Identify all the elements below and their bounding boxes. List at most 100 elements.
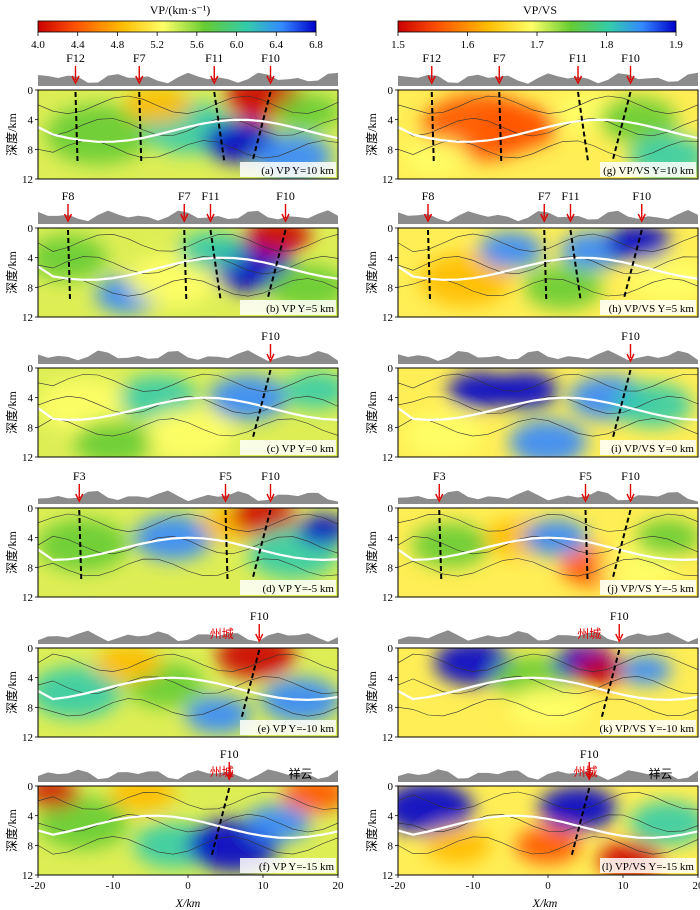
velocity-anomaly — [125, 90, 191, 124]
layer-boundary — [398, 676, 698, 702]
y-tick-label: 4 — [28, 115, 34, 127]
panel-frame — [37, 89, 339, 180]
velocity-anomaly — [46, 104, 150, 165]
fault-label: F8 — [422, 189, 435, 203]
contour-line — [398, 836, 698, 855]
fault-label: F10 — [261, 469, 280, 483]
y-tick-label: 4 — [28, 673, 34, 685]
y-tick-label: 8 — [388, 840, 394, 852]
y-tick-label: 4 — [388, 253, 394, 265]
y-tick-label: 4 — [388, 533, 394, 545]
y-tick-label: 8 — [28, 282, 34, 294]
fault-label: F3 — [73, 469, 86, 483]
velocity-anomaly — [283, 371, 338, 409]
panel-label: (b) VP Y=5 km — [240, 300, 336, 315]
velocity-anomaly — [38, 378, 129, 432]
colorbar-vp-ticks: 4.0 4.4 4.8 5.2 5.6 6.0 6.4 6.8 — [31, 32, 323, 51]
contour-line — [398, 814, 698, 833]
y-tick-label: 12 — [22, 592, 33, 604]
fault-trace — [570, 787, 591, 858]
fault-trace — [78, 509, 83, 580]
fault-trace — [74, 91, 79, 162]
panel-label-text: (j) VP/VS Y=-5 km — [607, 583, 694, 595]
y-tick-label: 4 — [388, 673, 394, 685]
fault-arrow-head — [566, 213, 575, 223]
fault-trace — [611, 509, 632, 580]
x-axis-label-right: X/km — [532, 896, 558, 910]
panel-frame — [397, 227, 699, 318]
panel-label-text: (b) VP Y=5 km — [266, 303, 334, 315]
fault-label: F10 — [261, 51, 280, 65]
y-axis-label: 深度/km — [4, 671, 19, 714]
velocity-anomaly — [539, 786, 617, 831]
fault-arrow-head — [423, 213, 433, 223]
topography-profile — [398, 210, 698, 224]
topography-profile — [398, 769, 698, 782]
contour-line — [38, 558, 338, 577]
tomography-image — [38, 508, 338, 597]
y-axis-label: 深度/km — [4, 809, 19, 852]
layer-boundary — [38, 536, 338, 562]
panel-f: F10 州城 祥云 (f) VP Y=-15 km 0 4 8 12 深度/km -20 -10 0 1… — [4, 747, 344, 892]
panel-g: F12 F7 F11 F10 (g) VP/VS Y=10 km 0 4 8 12 深度/km — [364, 51, 699, 186]
y-tick-label: 4 — [388, 393, 394, 405]
velocity-anomaly — [245, 804, 311, 842]
panel-i: F10 (i) VP/VS Y=0 km 0 4 8 12 深度/km — [364, 329, 699, 464]
panel-c: F10 (c) VP Y=0 km 0 4 8 12 深度/km — [4, 329, 339, 464]
x-tick-label: -20 — [391, 880, 406, 892]
contour-line — [398, 513, 698, 532]
fault-arrow-head — [585, 771, 594, 781]
fault-label: F10 — [621, 51, 640, 65]
contour-line — [398, 373, 698, 392]
panel-frame — [397, 647, 699, 738]
panel-label-text: (f) VP Y=-15 km — [259, 861, 335, 873]
x-tick-label: 20 — [693, 880, 700, 892]
colorbar-vp: VP/(km·s⁻¹) 4.0 4.4 4.8 5.2 5.6 6.0 6.4 6.8 — [31, 3, 323, 51]
y-tick-label: 8 — [388, 282, 394, 294]
contour-line — [38, 813, 338, 833]
panel-d: F3 F5 F10 (d) VP Y=-5 km 0 4 8 12 深度/km — [4, 469, 339, 604]
velocity-anomaly — [283, 786, 338, 813]
fault-trace — [251, 509, 272, 580]
fault-arrow-head — [427, 75, 436, 85]
contour-line — [38, 836, 338, 855]
panel-label: (k) VP/VS Y=-10 km — [599, 720, 696, 735]
fault-arrow-head — [573, 75, 583, 85]
layer-boundary — [38, 676, 338, 702]
fault-trace — [543, 229, 548, 300]
town-label: 州城 — [210, 765, 234, 779]
y-tick-label: 4 — [388, 115, 394, 127]
fault-arrow-head — [281, 213, 290, 223]
panel-frame — [397, 507, 699, 598]
fault-trace — [611, 91, 632, 162]
fault-arrow-head — [581, 493, 590, 503]
velocity-anomaly — [275, 93, 338, 131]
tomography-image — [38, 786, 338, 875]
x-tick-label: 0 — [545, 880, 551, 892]
y-tick-label: 12 — [22, 870, 33, 882]
fault-arrow-head — [495, 75, 504, 85]
fault-trace — [251, 369, 272, 440]
contour-line — [38, 418, 338, 437]
fault-arrow-head — [210, 75, 219, 85]
fault-trace — [210, 787, 231, 858]
panel-l: F10 州城 祥云 (l) VP/VS Y=-15 km 0 4 8 12 深度/km -20 -1… — [364, 747, 700, 892]
contour-line — [38, 653, 338, 672]
fault-label: F5 — [219, 469, 232, 483]
panel-label-text: (i) VP/VS Y=0 km — [611, 443, 694, 455]
fault-label: F3 — [433, 469, 446, 483]
panel-frame — [37, 647, 339, 738]
panel-label-text: (d) VP Y=-5 km — [263, 583, 335, 595]
fault-label: F11 — [561, 189, 579, 203]
y-axis-label: 深度/km — [4, 113, 19, 156]
panel-label: (l) VP/VS Y=-15 km — [600, 858, 696, 873]
fault-label: F5 — [579, 469, 592, 483]
fault-trace — [600, 649, 621, 720]
fault-trace — [611, 369, 632, 440]
fault-arrow-head — [63, 213, 73, 223]
contour-line — [38, 535, 338, 555]
fault-arrow-head — [221, 493, 230, 503]
contour-line — [38, 698, 338, 717]
